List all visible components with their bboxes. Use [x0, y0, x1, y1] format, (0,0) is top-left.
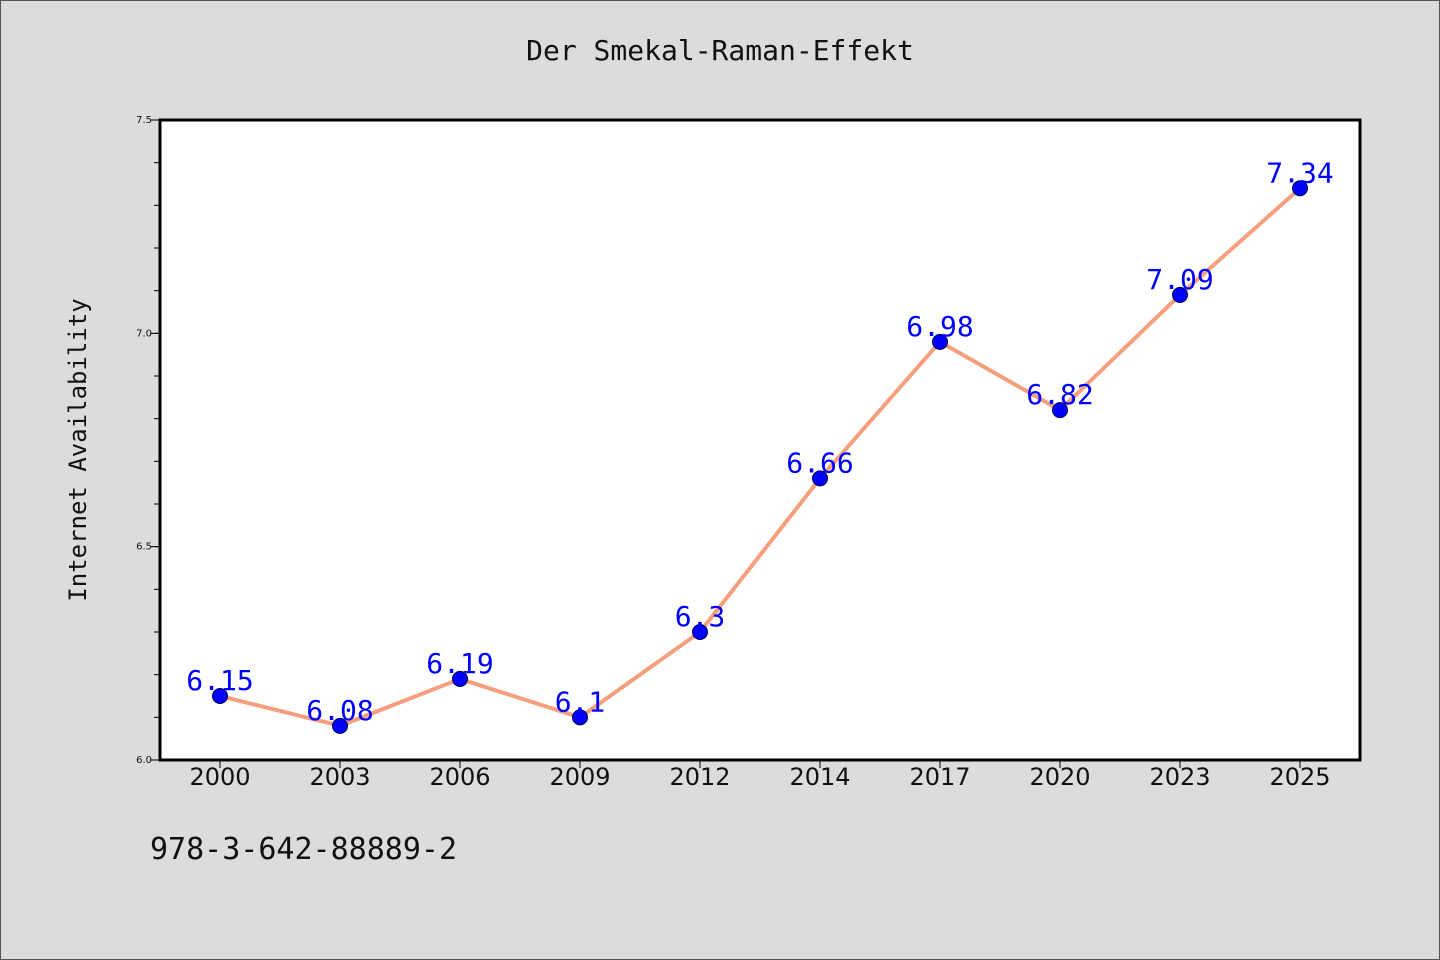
- data-label: 6.1: [555, 685, 606, 718]
- data-point: [932, 333, 948, 350]
- data-point: [1292, 180, 1308, 197]
- y-tick-label: 6.0: [136, 755, 152, 766]
- x-tick-label: 2009: [549, 763, 610, 791]
- x-tick-label: 2017: [909, 763, 970, 791]
- x-tick-label: 2014: [789, 763, 850, 791]
- data-label: 7.34: [1266, 156, 1333, 189]
- data-point: [812, 470, 828, 487]
- x-tick-label: 2012: [669, 763, 730, 791]
- data-label: 6.08: [306, 694, 373, 727]
- x-tick-label: 2006: [429, 763, 490, 791]
- plot-area: [158, 118, 1362, 762]
- series-line: [218, 186, 1302, 728]
- data-point: [572, 709, 588, 726]
- data-label: 6.15: [186, 664, 253, 697]
- chart-title: Der Smekal-Raman-Effekt: [526, 34, 914, 67]
- data-point: [1052, 402, 1068, 419]
- data-point: [1172, 286, 1188, 303]
- data-label: 7.09: [1146, 263, 1213, 296]
- data-label: 6.66: [786, 446, 853, 479]
- isbn-text: 978-3-642-88889-2: [150, 832, 458, 867]
- y-axis: 6.0 6.5 7.0 7.5: [136, 115, 160, 766]
- x-tick-label: 2020: [1029, 763, 1090, 791]
- y-axis-label: Internet Availability: [64, 298, 92, 601]
- series-layer: 6.15 6.08 6.19 6.1 6.3 6.66 6.98 6.82 7.09 7.34: [186, 156, 1334, 734]
- x-tick-label: 2003: [309, 763, 370, 791]
- data-label: 6.98: [906, 310, 973, 343]
- data-label: 6.19: [426, 647, 493, 680]
- data-point: [332, 717, 348, 734]
- data-point: [212, 688, 228, 704]
- x-tick-label: 2000: [189, 763, 250, 791]
- data-point: [452, 670, 468, 687]
- x-tick-label: 2025: [1269, 763, 1330, 791]
- y-tick-label: 7.5: [136, 115, 152, 126]
- y-tick-label: 6.5: [136, 542, 152, 553]
- data-label: 6.82: [1026, 378, 1093, 411]
- x-tick-label: 2023: [1149, 763, 1210, 791]
- y-tick-label: 7.0: [136, 328, 152, 339]
- x-axis: 2000 2003 2006 2009 2012 2014 2017 2020 2023 2025: [189, 760, 1331, 791]
- data-label: 6.3: [675, 600, 726, 633]
- data-point: [692, 624, 708, 640]
